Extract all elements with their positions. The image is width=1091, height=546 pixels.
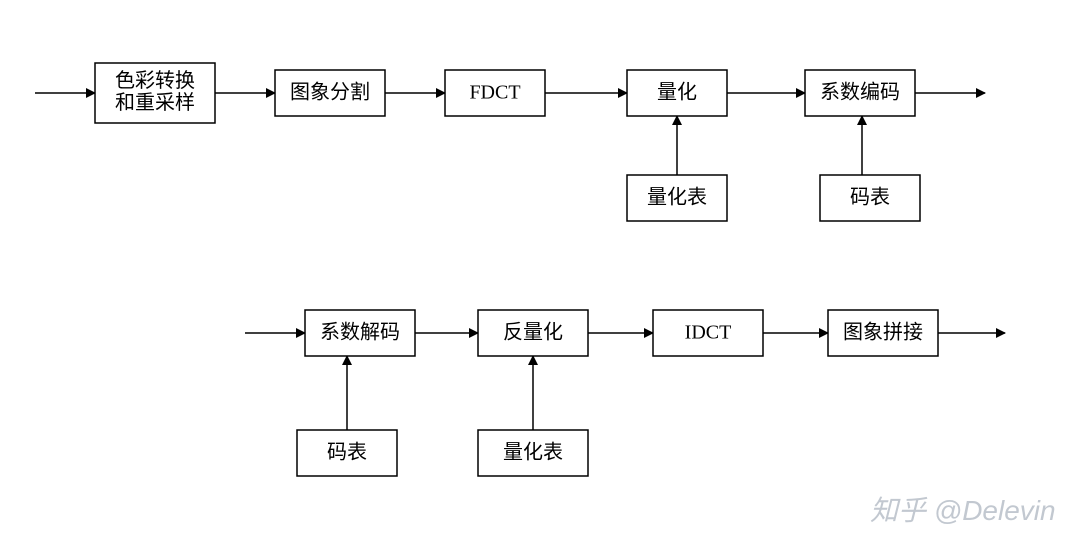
- flow-node-label: 图象分割: [290, 81, 370, 104]
- flow-node-label: 量化表: [647, 186, 707, 209]
- flow-node-n4: 量化: [627, 70, 727, 116]
- flow-node-n6: 量化表: [627, 175, 727, 221]
- edges-layer: [35, 93, 1005, 430]
- flow-node-n8: 系数解码: [305, 310, 415, 356]
- flow-node-label: 和重采样: [115, 91, 195, 114]
- flow-node-label: 量化表: [503, 441, 563, 464]
- flow-node-label: 码表: [850, 186, 890, 209]
- flow-node-n12: 码表: [297, 430, 397, 476]
- flow-node-label: IDCT: [685, 322, 732, 344]
- flow-node-label: 反量化: [503, 321, 563, 344]
- flow-node-label: 色彩转换: [115, 69, 195, 92]
- flow-node-n1: 色彩转换和重采样: [95, 63, 215, 123]
- nodes-layer: 色彩转换和重采样图象分割FDCT量化系数编码量化表码表系数解码反量化IDCT图象…: [95, 63, 938, 476]
- flow-node-n13: 量化表: [478, 430, 588, 476]
- flow-node-label: 量化: [657, 81, 697, 104]
- flow-node-n10: IDCT: [653, 310, 763, 356]
- flow-node-label: FDCT: [469, 82, 520, 104]
- flowchart-canvas: 色彩转换和重采样图象分割FDCT量化系数编码量化表码表系数解码反量化IDCT图象…: [0, 0, 1091, 546]
- flow-node-n7: 码表: [820, 175, 920, 221]
- flow-node-n5: 系数编码: [805, 70, 915, 116]
- flow-node-n9: 反量化: [478, 310, 588, 356]
- flow-node-n2: 图象分割: [275, 70, 385, 116]
- flow-node-n3: FDCT: [445, 70, 545, 116]
- flow-node-label: 码表: [327, 441, 367, 464]
- flow-node-label: 系数编码: [820, 81, 900, 104]
- flow-node-label: 图象拼接: [843, 321, 923, 344]
- flow-node-n11: 图象拼接: [828, 310, 938, 356]
- watermark-text: 知乎 @Delevin: [870, 495, 1056, 526]
- flow-node-label: 系数解码: [320, 321, 400, 344]
